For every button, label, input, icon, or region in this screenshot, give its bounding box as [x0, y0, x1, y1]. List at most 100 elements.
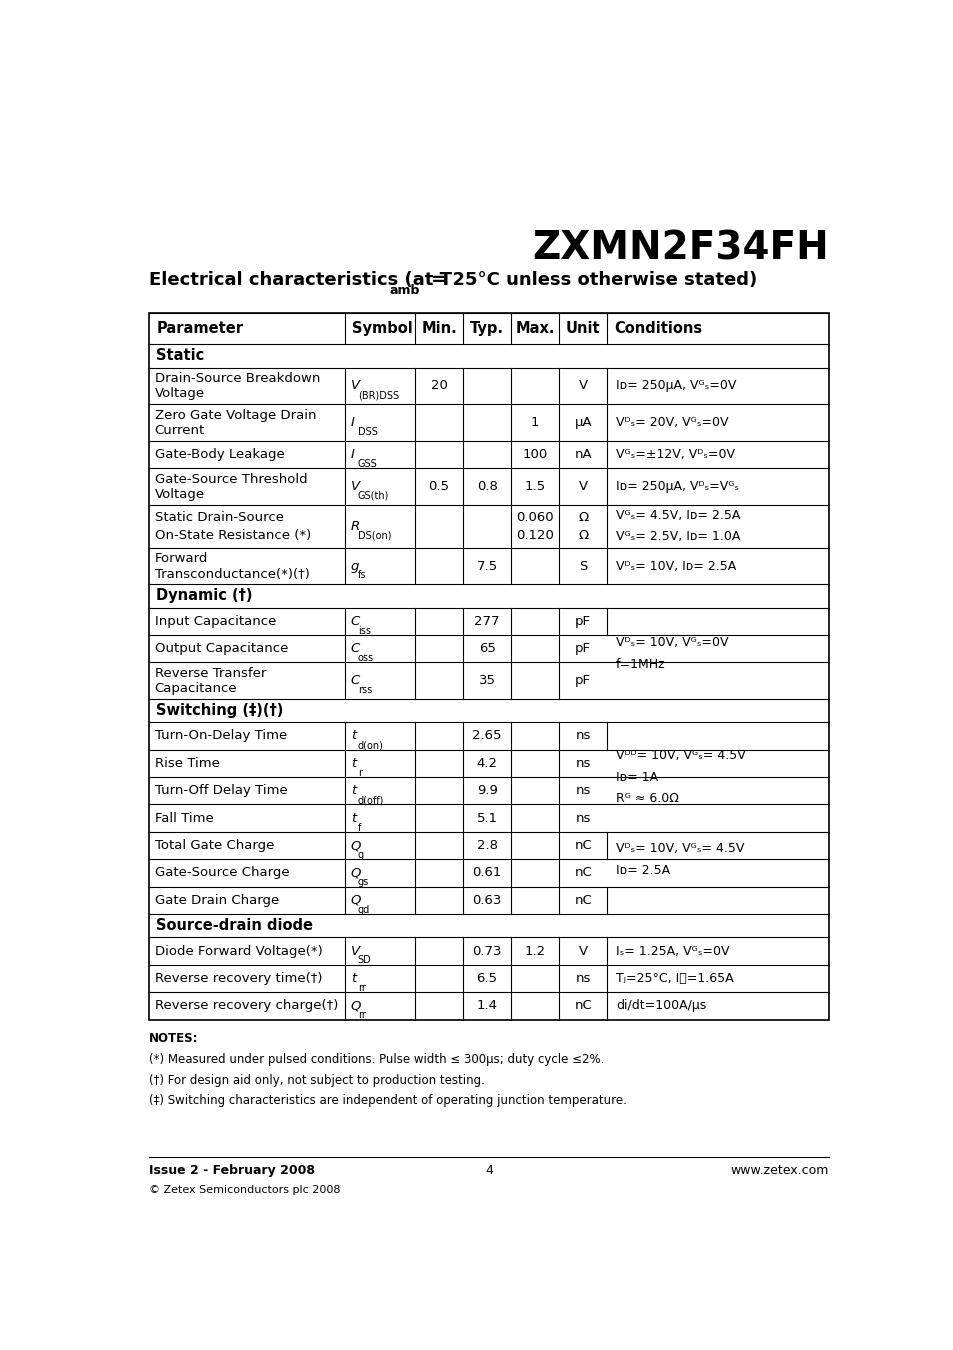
- Text: g: g: [351, 559, 358, 572]
- Text: Electrical characteristics (at T: Electrical characteristics (at T: [149, 270, 452, 289]
- Text: 5.1: 5.1: [476, 811, 497, 825]
- Text: 0.73: 0.73: [472, 945, 501, 957]
- Text: amb: amb: [390, 284, 419, 297]
- Text: Iᴅ= 1A: Iᴅ= 1A: [616, 771, 658, 783]
- Text: 1: 1: [530, 416, 538, 429]
- Text: di/dt=100A/μs: di/dt=100A/μs: [616, 999, 705, 1012]
- Text: SD: SD: [357, 956, 371, 965]
- Text: 1.2: 1.2: [524, 945, 545, 957]
- Text: pF: pF: [575, 614, 591, 628]
- Text: = 25°C unless otherwise stated): = 25°C unless otherwise stated): [425, 270, 757, 289]
- Text: 100: 100: [522, 448, 547, 460]
- Text: GSS: GSS: [357, 459, 377, 468]
- Text: Turn-On-Delay Time: Turn-On-Delay Time: [154, 729, 287, 742]
- Text: Max.: Max.: [515, 321, 555, 336]
- Text: Symbol: Symbol: [352, 321, 413, 336]
- Text: Q: Q: [351, 867, 360, 879]
- Text: Conditions: Conditions: [614, 321, 702, 336]
- Text: d(on): d(on): [357, 740, 383, 751]
- Text: g: g: [357, 850, 363, 860]
- Text: 7.5: 7.5: [476, 559, 497, 572]
- Text: nC: nC: [574, 840, 592, 852]
- Text: nC: nC: [574, 999, 592, 1012]
- Text: gd: gd: [357, 904, 370, 915]
- Text: Rise Time: Rise Time: [154, 757, 219, 769]
- Text: Vᴰᴰ= 10V, Vᴳₛ= 4.5V: Vᴰᴰ= 10V, Vᴳₛ= 4.5V: [616, 749, 745, 761]
- Text: Vᴰₛ= 20V, Vᴳₛ=0V: Vᴰₛ= 20V, Vᴳₛ=0V: [616, 416, 728, 429]
- Text: GS(th): GS(th): [357, 490, 389, 501]
- Text: nA: nA: [574, 448, 592, 460]
- Text: t: t: [351, 729, 355, 742]
- Text: Turn-Off Delay Time: Turn-Off Delay Time: [154, 784, 287, 798]
- Text: 35: 35: [478, 674, 495, 687]
- Text: Forward: Forward: [154, 552, 208, 566]
- Text: Reverse recovery time(†): Reverse recovery time(†): [154, 972, 322, 986]
- Text: 4.2: 4.2: [476, 757, 497, 769]
- Text: fs: fs: [357, 571, 366, 580]
- Text: Gate-Source Threshold: Gate-Source Threshold: [154, 472, 307, 486]
- Text: rr: rr: [357, 983, 365, 992]
- Text: V: V: [578, 945, 587, 957]
- Text: Input Capacitance: Input Capacitance: [154, 614, 275, 628]
- Text: 0.63: 0.63: [472, 894, 501, 907]
- Text: © Zetex Semiconductors plc 2008: © Zetex Semiconductors plc 2008: [149, 1185, 340, 1195]
- Text: Output Capacitance: Output Capacitance: [154, 643, 288, 655]
- Text: (*) Measured under pulsed conditions. Pulse width ≤ 300μs; duty cycle ≤2%.: (*) Measured under pulsed conditions. Pu…: [149, 1053, 603, 1066]
- Text: Source-drain diode: Source-drain diode: [156, 918, 313, 933]
- Text: iss: iss: [357, 625, 371, 636]
- Text: 2.65: 2.65: [472, 729, 501, 742]
- Text: μA: μA: [574, 416, 592, 429]
- Text: Q: Q: [351, 840, 360, 852]
- Text: Gate-Body Leakage: Gate-Body Leakage: [154, 448, 284, 460]
- Text: Gate-Source Charge: Gate-Source Charge: [154, 867, 289, 879]
- Text: Static: Static: [156, 348, 204, 363]
- Text: V: V: [351, 379, 359, 393]
- Text: V: V: [578, 379, 587, 393]
- Text: ns: ns: [575, 729, 590, 742]
- Text: Issue 2 - February 2008: Issue 2 - February 2008: [149, 1164, 314, 1177]
- Text: 2.8: 2.8: [476, 840, 497, 852]
- Text: 6.5: 6.5: [476, 972, 497, 986]
- Text: nC: nC: [574, 867, 592, 879]
- Text: d(off): d(off): [357, 795, 384, 805]
- Text: (BR)DSS: (BR)DSS: [357, 390, 398, 400]
- Text: 4: 4: [484, 1164, 493, 1177]
- Text: V: V: [351, 479, 359, 493]
- Text: I: I: [351, 416, 355, 429]
- Text: ns: ns: [575, 784, 590, 798]
- Text: Voltage: Voltage: [154, 387, 205, 401]
- Text: t: t: [351, 784, 355, 798]
- Text: Min.: Min.: [420, 321, 456, 336]
- Text: t: t: [351, 811, 355, 825]
- Text: nC: nC: [574, 894, 592, 907]
- Text: Vᴳₛ= 2.5V, Iᴅ= 1.0A: Vᴳₛ= 2.5V, Iᴅ= 1.0A: [616, 531, 740, 543]
- Bar: [149, 313, 828, 1019]
- Text: Reverse recovery charge(†): Reverse recovery charge(†): [154, 999, 337, 1012]
- Text: 277: 277: [474, 614, 499, 628]
- Text: Switching (‡)(†): Switching (‡)(†): [156, 703, 283, 718]
- Text: 20: 20: [430, 379, 447, 393]
- Text: Vᴰₛ= 10V, Iᴅ= 2.5A: Vᴰₛ= 10V, Iᴅ= 2.5A: [616, 559, 736, 572]
- Text: 0.120: 0.120: [516, 529, 554, 543]
- Text: Transconductance(*)(†): Transconductance(*)(†): [154, 567, 310, 580]
- Text: r: r: [357, 768, 361, 778]
- Text: Current: Current: [154, 424, 205, 437]
- Text: Vᴳₛ= 4.5V, Iᴅ= 2.5A: Vᴳₛ= 4.5V, Iᴅ= 2.5A: [616, 509, 740, 522]
- Text: Q: Q: [351, 894, 360, 907]
- Text: Vᴰₛ= 10V, Vᴳₛ= 4.5V: Vᴰₛ= 10V, Vᴳₛ= 4.5V: [616, 842, 743, 855]
- Text: ns: ns: [575, 757, 590, 769]
- Text: NOTES:: NOTES:: [149, 1031, 198, 1045]
- Text: Fall Time: Fall Time: [154, 811, 213, 825]
- Text: Vᴰₛ= 10V, Vᴳₛ=0V: Vᴰₛ= 10V, Vᴳₛ=0V: [616, 636, 728, 649]
- Text: S: S: [578, 559, 587, 572]
- Text: Capacitance: Capacitance: [154, 682, 237, 695]
- Text: V: V: [351, 945, 359, 957]
- Text: Voltage: Voltage: [154, 487, 205, 501]
- Text: Unit: Unit: [565, 321, 599, 336]
- Text: www.zetex.com: www.zetex.com: [730, 1164, 828, 1177]
- Text: I: I: [351, 448, 355, 460]
- Text: ns: ns: [575, 811, 590, 825]
- Text: Ω: Ω: [578, 529, 588, 543]
- Text: Tⱼ=25°C, IⰌ=1.65A: Tⱼ=25°C, IⰌ=1.65A: [616, 972, 733, 986]
- Text: V: V: [578, 479, 587, 493]
